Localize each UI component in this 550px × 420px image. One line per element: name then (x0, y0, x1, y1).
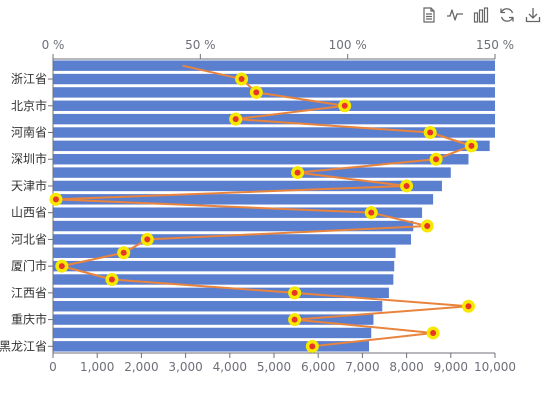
bar (53, 274, 394, 285)
bar (53, 60, 495, 71)
line-point (108, 276, 115, 283)
bottom-x-axis: 0 1,000 2,000 3,000 4,000 5,000 6,000 7,000 8,00… (49, 352, 516, 374)
line-point (427, 129, 434, 136)
category-label: 厦门市 (11, 258, 47, 273)
save-image-icon (525, 8, 541, 23)
bar (53, 314, 374, 325)
category-label: 江西省 (11, 286, 47, 300)
line-point (368, 209, 375, 216)
category-label: 天津市 (11, 178, 47, 193)
line-point (294, 169, 301, 176)
bar (53, 180, 442, 192)
line-point (291, 316, 298, 323)
bar (53, 260, 395, 272)
chart-toolbox (416, 2, 546, 28)
bottom-axis-tick-label: 0 (49, 360, 57, 374)
bar (53, 341, 370, 352)
bar (53, 327, 372, 339)
restore-button[interactable] (494, 2, 520, 28)
restore-icon (500, 8, 514, 22)
line-point (468, 142, 475, 149)
category-label: 黑龙江省 (0, 339, 47, 353)
category-label: 河南省 (11, 125, 47, 140)
line-point (433, 156, 440, 163)
bottom-axis-tick-label: 9,000 (434, 360, 468, 374)
bar (53, 127, 495, 138)
line-point (465, 303, 472, 310)
bottom-axis-tick-label: 2,000 (124, 360, 158, 374)
category-label: 浙江省 (11, 72, 47, 86)
line-point (238, 76, 245, 83)
data-view-button[interactable] (416, 2, 442, 28)
line-point (430, 329, 437, 336)
line-point (253, 89, 260, 96)
category-label: 重庆市 (11, 312, 47, 327)
line-path (54, 64, 473, 348)
line-chart-icon (447, 9, 463, 21)
category-label: 北京市 (11, 98, 47, 113)
bar (53, 220, 414, 232)
line-point (232, 116, 239, 123)
bar (53, 100, 495, 111)
bar-chart-icon (473, 7, 489, 23)
bar (53, 87, 495, 98)
bottom-axis-tick-label: 10,000 (474, 360, 516, 374)
bar (53, 113, 495, 125)
bottom-axis-tick-label: 6,000 (301, 360, 335, 374)
bar (53, 73, 495, 85)
top-x-axis: 0 % 50 % 100 % 150 % (42, 38, 514, 60)
bar-chart-switch-button[interactable] (468, 2, 494, 28)
y-axis: 黑龙江省 重庆市 江西省 厦门市 河北省 山西省 天津市 深圳市 河南省 北京市 浙江省 (0, 59, 54, 353)
line-point (52, 196, 59, 203)
line-point (144, 236, 151, 243)
save-image-button[interactable] (520, 2, 546, 28)
bar (53, 194, 434, 205)
bottom-axis-tick-label: 5,000 (257, 360, 291, 374)
bar (53, 154, 469, 165)
line-point (120, 249, 127, 256)
line-series (49, 64, 478, 353)
category-label: 山西省 (11, 206, 47, 220)
line-point (291, 289, 298, 296)
top-axis-tick-label: 100 % (329, 38, 367, 52)
bar (53, 287, 389, 299)
category-label: 深圳市 (11, 151, 47, 166)
bar-series (53, 60, 495, 352)
bar (53, 140, 490, 152)
top-axis-tick-label: 50 % (185, 38, 216, 52)
bar (53, 207, 423, 218)
bottom-axis-tick-label: 1,000 (80, 360, 114, 374)
bar (53, 301, 383, 312)
line-point (309, 343, 316, 350)
top-axis-tick-label: 150 % (476, 38, 514, 52)
bar (53, 167, 451, 178)
bottom-axis-tick-label: 7,000 (345, 360, 379, 374)
line-point (58, 263, 65, 270)
line-point (341, 102, 348, 109)
line-chart-switch-button[interactable] (442, 2, 468, 28)
bottom-axis-tick-label: 3,000 (168, 360, 202, 374)
bar (53, 234, 412, 245)
bottom-axis-tick-label: 4,000 (213, 360, 247, 374)
data-view-icon (423, 7, 435, 23)
line-point (403, 182, 410, 189)
top-axis-tick-label: 0 % (42, 38, 65, 52)
bottom-axis-tick-label: 8,000 (389, 360, 423, 374)
line-point (424, 223, 431, 230)
category-label: 河北省 (11, 232, 47, 246)
bar (53, 247, 396, 258)
